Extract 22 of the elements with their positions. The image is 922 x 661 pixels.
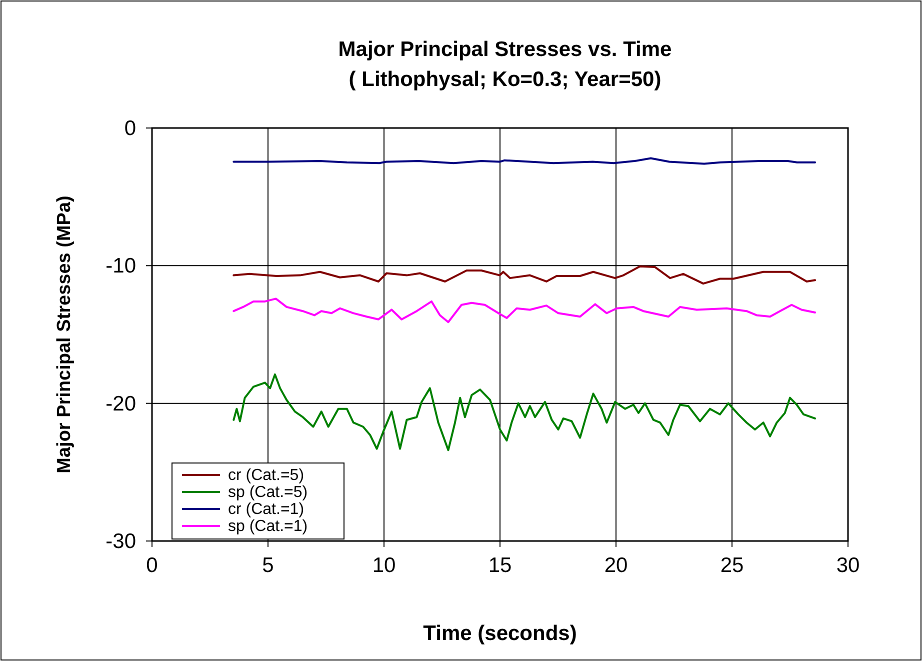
x-tick-label: 30 — [836, 554, 860, 577]
legend-label: sp (Cat.=1) — [228, 518, 308, 535]
chart-subtitle: ( Lithophysal; Ko=0.3; Year=50) — [348, 68, 662, 91]
x-tick-label: 15 — [488, 554, 512, 577]
x-axis-title: Time (seconds) — [423, 622, 577, 645]
chart-title: Major Principal Stresses vs. Time — [338, 38, 672, 61]
x-tick-label: 5 — [262, 554, 274, 577]
line-series — [232, 373, 816, 452]
x-tick-label: 0 — [146, 554, 158, 577]
y-tick-label: -10 — [106, 254, 136, 278]
x-tick-label: 25 — [720, 554, 744, 577]
y-tick-label: -30 — [106, 530, 136, 553]
x-tick-label: 20 — [604, 554, 628, 577]
y-axis-title: Major Principal Stresses (MPa) — [54, 196, 75, 474]
y-tick-label: -20 — [106, 392, 136, 416]
legend-label: cr (Cat.=1) — [228, 501, 304, 518]
y-tick-label: 0 — [124, 117, 136, 140]
x-tick-label: 10 — [372, 554, 396, 577]
line-series — [232, 265, 816, 285]
line-series — [232, 298, 816, 324]
legend-label: cr (Cat.=5) — [228, 467, 304, 484]
legend-label: sp (Cat.=5) — [228, 484, 308, 501]
